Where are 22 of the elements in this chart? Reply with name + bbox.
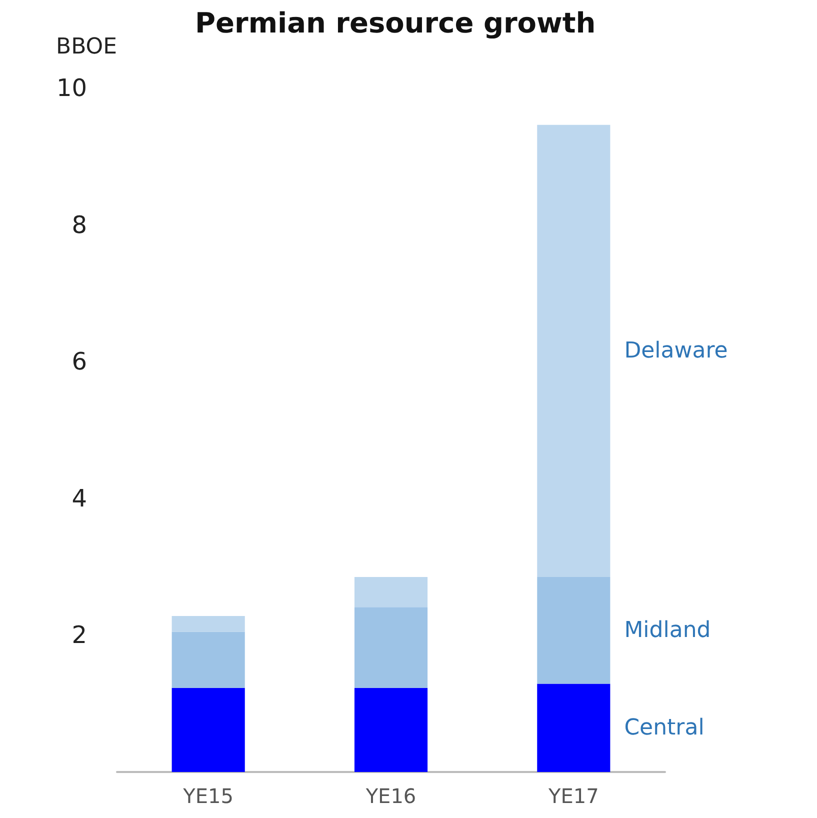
y-axis-title: BBOE — [56, 34, 117, 60]
series-label: Delaware — [624, 338, 728, 364]
y-tick-label: 10 — [56, 74, 87, 102]
y-tick-label: 8 — [72, 210, 87, 239]
y-tick-label: 4 — [72, 484, 87, 512]
bar — [354, 577, 428, 608]
series-label: Central — [624, 715, 704, 740]
x-tick-label: YE16 — [364, 784, 416, 808]
bar — [354, 688, 428, 772]
y-tick-label: 2 — [72, 621, 87, 650]
bar — [172, 632, 245, 688]
bar — [537, 577, 610, 684]
bar — [172, 616, 245, 632]
x-tick-label: YE15 — [182, 784, 234, 808]
bar — [172, 688, 245, 772]
bar — [354, 607, 428, 688]
bar — [537, 124, 610, 578]
x-tick-label: YE17 — [548, 784, 599, 808]
bar — [537, 684, 610, 772]
chart-title: Permian resource growth — [195, 6, 596, 40]
y-tick-label: 6 — [72, 348, 87, 376]
series-label: Midland — [624, 618, 711, 643]
